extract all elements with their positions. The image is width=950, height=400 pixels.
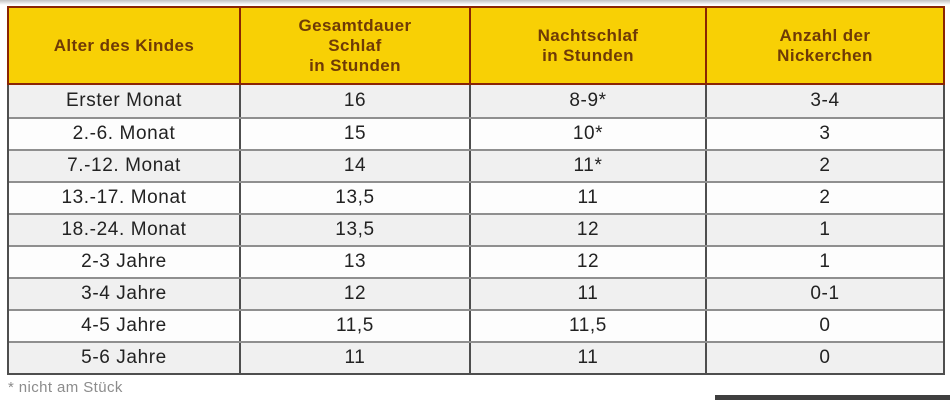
table-row: 7.-12. Monat 14 11* 2 [9, 149, 943, 181]
cell-total-sleep: 11 [239, 343, 469, 373]
cell-night-sleep: 11 [469, 183, 705, 213]
cell-total-sleep: 13,5 [239, 215, 469, 245]
cell-age: 4-5 Jahre [81, 315, 167, 336]
footnote: * nicht am Stück [8, 379, 123, 396]
cell-age: 3-4 Jahre [81, 283, 167, 304]
cell-night-sleep: 11 [469, 279, 705, 309]
cell-total-sleep: 11,5 [239, 311, 469, 341]
table-row: 5-6 Jahre 11 11 0 [9, 341, 943, 373]
cell-total-sleep: 16 [239, 85, 469, 117]
table-row: 13.-17. Monat 13,5 11 2 [9, 181, 943, 213]
cell-age: 2.-6. Monat [72, 123, 176, 144]
cell-naps: 2 [705, 183, 943, 213]
cell-night-sleep: 10* [469, 119, 705, 149]
cell-night-sleep: 12 [469, 215, 705, 245]
table-row: 3-4 Jahre 12 11 0-1 [9, 277, 943, 309]
cell-night-sleep: 11 [469, 343, 705, 373]
cell-total-sleep: 12 [239, 279, 469, 309]
top-edge-shadow [0, 0, 950, 5]
cell-night-sleep: 11* [469, 151, 705, 181]
cell-night-sleep: 12 [469, 247, 705, 277]
cell-naps: 0 [705, 343, 943, 373]
cell-age: 2-3 Jahre [81, 251, 167, 272]
child-sleep-table: Alter des Kindes Gesamtdauer Schlaf in S… [7, 6, 945, 375]
header-cell-night-sleep: Nachtschlaf in Stunden [469, 8, 705, 83]
table-row: 4-5 Jahre 11,5 11,5 0 [9, 309, 943, 341]
header-cell-age: Alter des Kindes [53, 35, 195, 55]
table-row: 2.-6. Monat 15 10* 3 [9, 117, 943, 149]
cell-age: Erster Monat [66, 90, 182, 111]
cell-naps: 1 [705, 247, 943, 277]
cell-naps: 0-1 [705, 279, 943, 309]
header-cell-naps: Anzahl der Nickerchen [705, 8, 943, 83]
cell-night-sleep: 8-9* [469, 85, 705, 117]
cell-total-sleep: 15 [239, 119, 469, 149]
cell-naps: 2 [705, 151, 943, 181]
cell-naps: 3 [705, 119, 943, 149]
cell-total-sleep: 13 [239, 247, 469, 277]
cell-total-sleep: 13,5 [239, 183, 469, 213]
cell-naps: 0 [705, 311, 943, 341]
cell-age: 5-6 Jahre [81, 347, 167, 368]
table-header-row: Alter des Kindes Gesamtdauer Schlaf in S… [7, 6, 945, 85]
table-row: Erster Monat 16 8-9* 3-4 [9, 85, 943, 117]
cell-age: 18.-24. Monat [61, 219, 187, 240]
cell-naps: 3-4 [705, 85, 943, 117]
header-cell-total-sleep: Gesamtdauer Schlaf in Stunden [239, 8, 469, 83]
cell-naps: 1 [705, 215, 943, 245]
table-body: Erster Monat 16 8-9* 3-4 2.-6. Monat 15 … [7, 85, 945, 375]
cell-total-sleep: 14 [239, 151, 469, 181]
cell-age: 7.-12. Monat [67, 155, 181, 176]
bottom-right-bar [715, 395, 950, 400]
table-row: 18.-24. Monat 13,5 12 1 [9, 213, 943, 245]
table-row: 2-3 Jahre 13 12 1 [9, 245, 943, 277]
cell-night-sleep: 11,5 [469, 311, 705, 341]
cell-age: 13.-17. Monat [61, 187, 187, 208]
